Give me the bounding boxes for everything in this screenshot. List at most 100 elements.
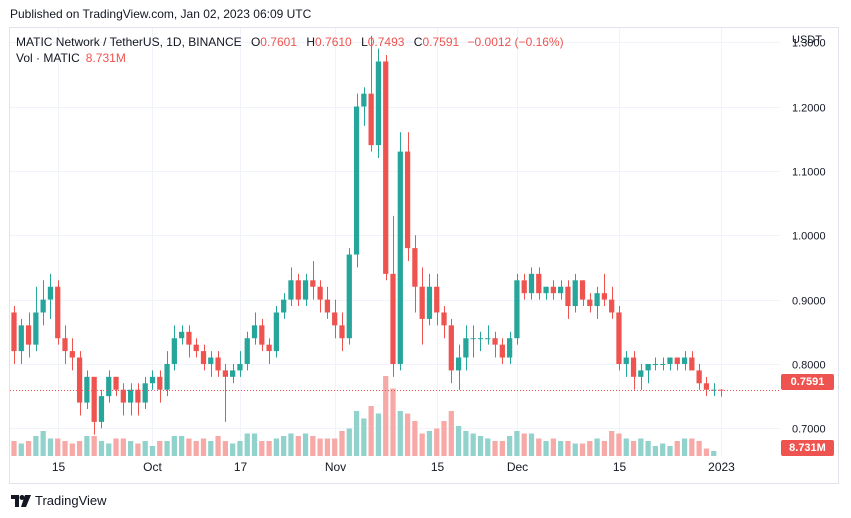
candle-body	[390, 273, 396, 364]
candle-body	[660, 363, 666, 365]
volume-bar	[623, 438, 629, 456]
volume-bar	[507, 436, 513, 456]
volume-bar	[113, 438, 119, 456]
volume-bar	[536, 438, 542, 456]
candle-body	[463, 338, 469, 358]
volume-bar	[463, 431, 469, 456]
volume-bar	[543, 441, 549, 456]
candle-body	[47, 286, 54, 300]
candle-body	[186, 331, 192, 345]
price-axis: 0.7000 0.8000 0.9000 1.0000 1.1000 1.2000 1.30…	[792, 38, 826, 436]
candle-body	[208, 357, 214, 364]
volume-bar	[164, 441, 170, 456]
candle-body	[689, 357, 695, 371]
high-value: 0.7610	[315, 35, 352, 49]
candle-body	[572, 280, 578, 307]
volume-bar	[55, 438, 61, 456]
candle-body	[171, 338, 177, 364]
candle-body	[674, 357, 680, 364]
price-tick-label: 0.7000	[792, 424, 826, 436]
candle-body	[244, 338, 250, 364]
candle-body	[25, 325, 32, 345]
volume-bar	[135, 443, 141, 456]
open-label: O	[250, 35, 261, 49]
volume-bar	[251, 433, 258, 456]
volume-bar	[434, 428, 440, 456]
candle-body	[288, 280, 294, 300]
volume-bar	[441, 421, 447, 456]
volume-bar	[18, 443, 24, 456]
tradingview-brand[interactable]: TradingView	[11, 493, 107, 508]
open-value: 0.7601	[260, 35, 297, 49]
volume-bar	[616, 433, 622, 456]
volume-bar	[237, 441, 243, 456]
volume-bar	[273, 438, 280, 456]
volume-bar	[397, 411, 403, 456]
time-tick-label: 15	[52, 460, 66, 474]
candle-body	[455, 357, 462, 371]
volume-bar	[324, 438, 331, 456]
candle-body	[120, 389, 126, 403]
candle-body	[492, 338, 498, 345]
time-tick-label: Dec	[507, 460, 528, 474]
volume-bar	[404, 413, 411, 456]
candle-body	[550, 286, 556, 294]
volume-bar	[609, 431, 615, 456]
candle-body	[281, 299, 287, 313]
volume-bar	[572, 443, 578, 456]
candle-body	[448, 325, 454, 371]
candle-body	[609, 299, 615, 313]
volume-bar	[339, 431, 345, 456]
volume-bar	[383, 376, 389, 456]
candle-body	[55, 286, 61, 339]
candle-body	[40, 299, 46, 313]
candle-body	[200, 351, 207, 364]
volume-bar	[33, 436, 39, 456]
volume-bar	[448, 411, 454, 456]
candle-body	[18, 325, 24, 352]
symbol-legend: MATIC Network / TetherUS, 1D, BINANCE O0…	[16, 34, 564, 50]
volume-bars	[11, 376, 717, 456]
volume-bar	[674, 441, 680, 456]
price-tick-label: 1.3000	[792, 38, 826, 50]
candle-body	[11, 312, 17, 352]
candle-body	[237, 363, 243, 371]
volume-bar	[120, 438, 126, 456]
candle-body	[62, 338, 68, 352]
candle-body	[426, 286, 433, 319]
volume-bar	[689, 438, 695, 456]
candle-body	[528, 273, 535, 294]
candle-body	[652, 363, 659, 365]
volume-bar	[412, 421, 418, 456]
volume-bar	[302, 433, 309, 456]
candle-body	[565, 286, 571, 307]
volume-bar	[222, 441, 228, 456]
price-tick-label: 1.0000	[792, 231, 826, 243]
volume-bar	[361, 418, 367, 456]
candle-body	[251, 325, 258, 339]
volume-bar	[186, 438, 192, 456]
candle-body	[383, 61, 389, 274]
price-tick-label: 1.1000	[792, 167, 826, 179]
volume-bar	[652, 446, 659, 456]
candle-body	[521, 280, 527, 294]
candle-body	[332, 312, 338, 326]
volume-bar	[455, 426, 462, 456]
chart-frame[interactable]	[9, 27, 839, 484]
volume-bar	[127, 441, 134, 456]
time-tick-label: 17	[234, 460, 248, 474]
volume-legend: Vol · MATIC 8.731M	[16, 51, 126, 65]
low-value: 0.7493	[367, 35, 405, 49]
candle-body	[536, 273, 542, 294]
volume-bar	[703, 448, 710, 456]
candle-body	[310, 280, 316, 287]
candle-body	[397, 151, 403, 364]
candle-body	[368, 93, 374, 146]
time-tick-label: 15	[431, 460, 445, 474]
volume-bar	[419, 433, 425, 456]
volume-bar	[317, 438, 323, 456]
volume-bar	[579, 443, 586, 456]
candle-body	[375, 61, 382, 146]
time-tick-label: Oct	[143, 460, 162, 474]
